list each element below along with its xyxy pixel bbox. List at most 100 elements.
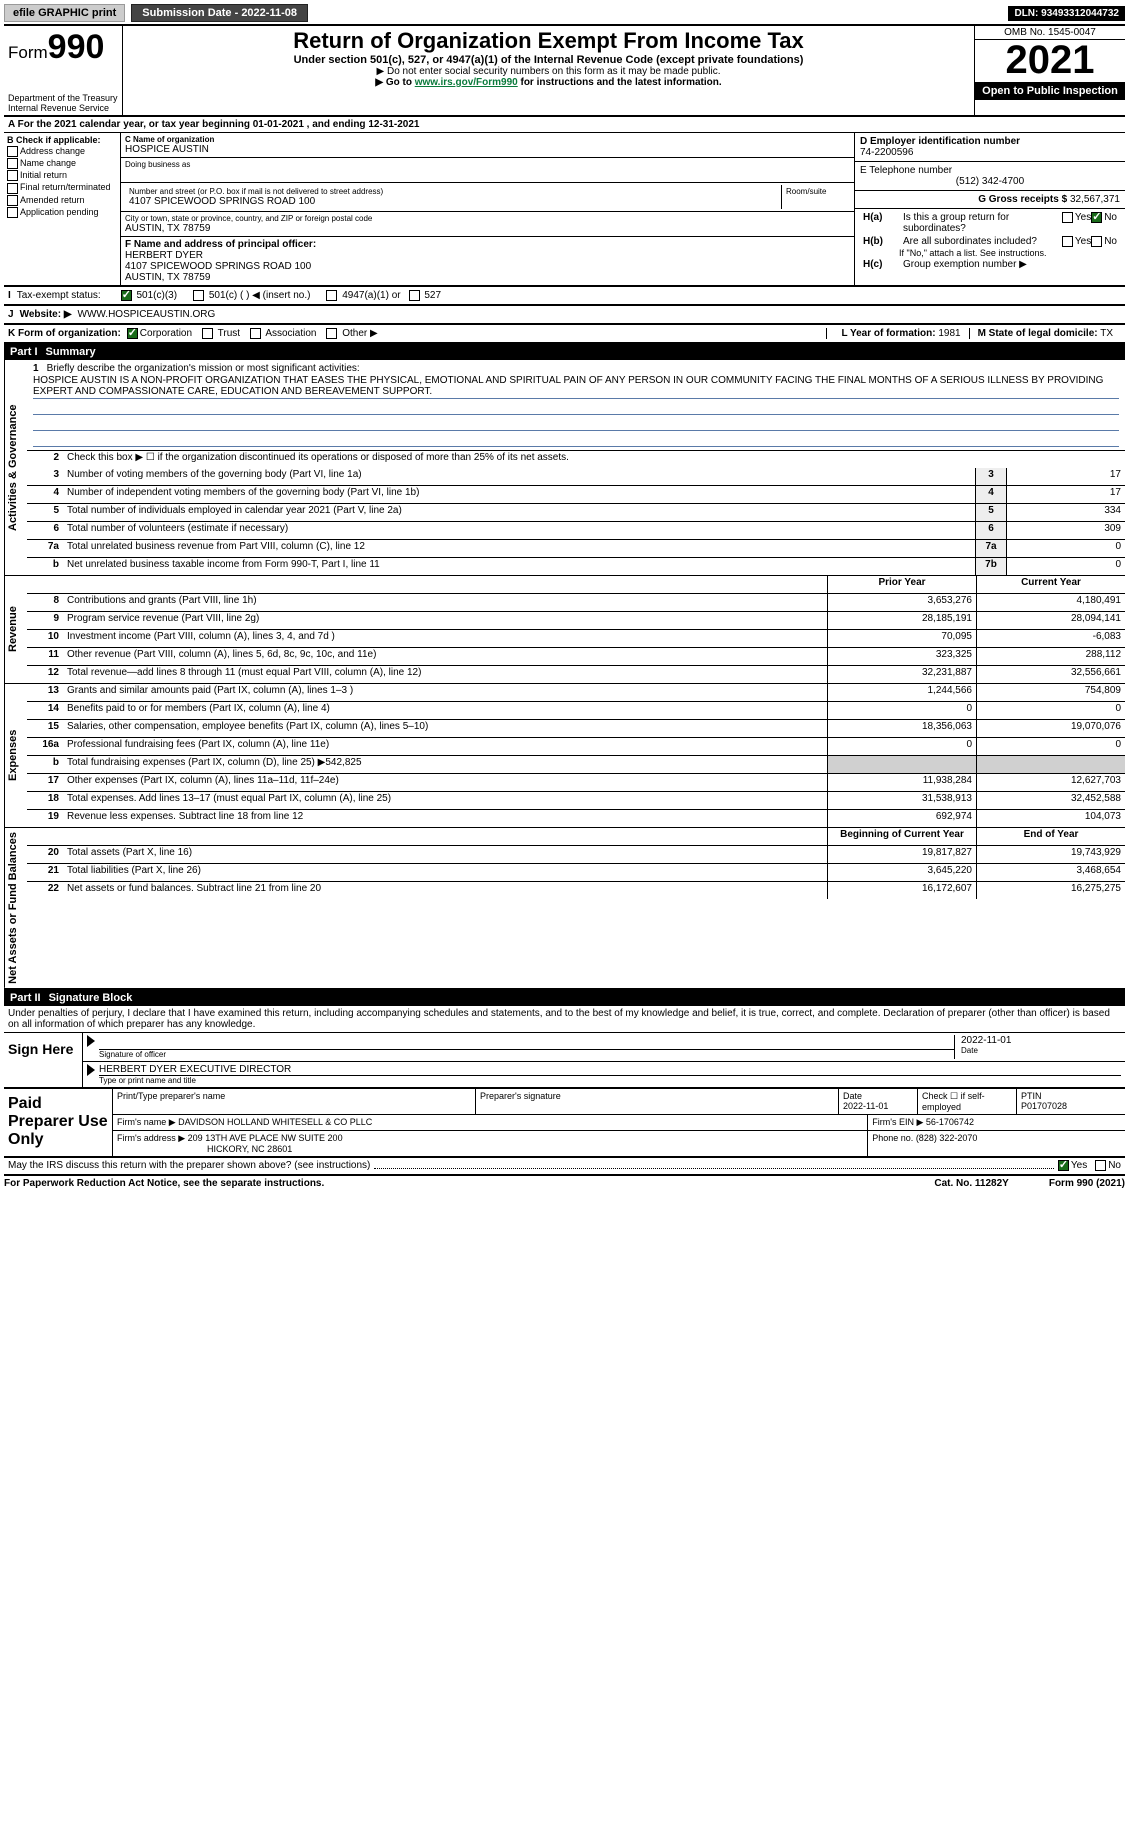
- website-label: Website: ▶: [20, 309, 72, 320]
- line-7b: Net unrelated business taxable income fr…: [63, 558, 975, 575]
- col-begin: Beginning of Current Year: [827, 828, 976, 845]
- val-4: 17: [1006, 486, 1125, 503]
- d-ein-label: D Employer identification number: [860, 136, 1120, 147]
- org-address: 4107 SPICEWOOD SPRINGS ROAD 100: [129, 196, 777, 207]
- self-employed[interactable]: Check ☐ if self-employed: [918, 1089, 1017, 1114]
- p13: 1,244,566: [827, 684, 976, 701]
- g-gross-label: G Gross receipts $: [978, 194, 1067, 205]
- prep-date: 2022-11-01: [843, 1101, 913, 1111]
- line-16a: Professional fundraising fees (Part IX, …: [63, 738, 827, 755]
- discuss-no[interactable]: [1095, 1160, 1106, 1171]
- chk-4947[interactable]: [326, 290, 337, 301]
- c18: 32,452,588: [976, 792, 1125, 809]
- footer-pra: For Paperwork Reduction Act Notice, see …: [4, 1178, 324, 1189]
- chk-amended[interactable]: Amended return: [7, 195, 117, 206]
- firm-name: DAVIDSON HOLLAND WHITESELL & CO PLLC: [178, 1117, 372, 1127]
- sig-date-label: Date: [961, 1046, 1121, 1055]
- city-label: City or town, state or province, country…: [125, 214, 850, 223]
- period-line: A For the 2021 calendar year, or tax yea…: [4, 117, 1125, 133]
- ha-no[interactable]: [1091, 212, 1102, 223]
- line-11: Other revenue (Part VIII, column (A), li…: [63, 648, 827, 665]
- chk-address[interactable]: Address change: [7, 146, 117, 157]
- c11: 288,112: [976, 648, 1125, 665]
- firm-ein: 56-1706742: [926, 1117, 974, 1127]
- p18: 31,538,913: [827, 792, 976, 809]
- line-6: Total number of volunteers (estimate if …: [63, 522, 975, 539]
- dept-treasury: Department of the Treasury Internal Reve…: [8, 67, 118, 113]
- side-netassets: Net Assets or Fund Balances: [4, 828, 27, 988]
- c21: 3,468,654: [976, 864, 1125, 881]
- discuss-yes[interactable]: [1058, 1160, 1069, 1171]
- irs-link[interactable]: www.irs.gov/Form990: [415, 77, 518, 88]
- chk-final[interactable]: Final return/terminated: [7, 182, 117, 193]
- discuss-text: May the IRS discuss this return with the…: [8, 1160, 370, 1172]
- c20: 19,743,929: [976, 846, 1125, 863]
- c13: 754,809: [976, 684, 1125, 701]
- officer-name: HERBERT DYER: [125, 250, 850, 261]
- p20: 19,817,827: [827, 846, 976, 863]
- c8: 4,180,491: [976, 594, 1125, 611]
- c17: 12,627,703: [976, 774, 1125, 791]
- line-2: Check this box ▶ ☐ if the organization d…: [63, 451, 1125, 468]
- val-7b: 0: [1006, 558, 1125, 575]
- chk-other[interactable]: [326, 328, 337, 339]
- hc-text: Group exemption number ▶: [903, 259, 1027, 270]
- footer-cat: Cat. No. 11282Y: [934, 1178, 1008, 1189]
- p10: 70,095: [827, 630, 976, 647]
- line-5: Total number of individuals employed in …: [63, 504, 975, 521]
- p19: 692,974: [827, 810, 976, 827]
- line-15: Salaries, other compensation, employee b…: [63, 720, 827, 737]
- firm-phone: (828) 322-2070: [916, 1133, 978, 1143]
- side-revenue: Revenue: [4, 576, 27, 683]
- chk-name[interactable]: Name change: [7, 158, 117, 169]
- tax-status-label: Tax-exempt status:: [17, 290, 101, 301]
- col-current: Current Year: [976, 576, 1125, 593]
- line-4: Number of independent voting members of …: [63, 486, 975, 503]
- c14: 0: [976, 702, 1125, 719]
- type-name-label: Type or print name and title: [99, 1076, 1121, 1085]
- chk-527[interactable]: [409, 290, 420, 301]
- c12: 32,556,661: [976, 666, 1125, 683]
- chk-initial[interactable]: Initial return: [7, 170, 117, 181]
- line-9: Program service revenue (Part VIII, line…: [63, 612, 827, 629]
- hb-no[interactable]: [1091, 236, 1102, 247]
- side-governance: Activities & Governance: [4, 360, 27, 575]
- hb-yes[interactable]: [1062, 236, 1073, 247]
- chk-assoc[interactable]: [250, 328, 261, 339]
- val-6: 309: [1006, 522, 1125, 539]
- p15: 18,356,063: [827, 720, 976, 737]
- sig-date-val: 2022-11-01: [961, 1035, 1121, 1046]
- footer-form: Form 990 (2021): [1049, 1178, 1125, 1189]
- chk-501c[interactable]: [193, 290, 204, 301]
- line-3: Number of voting members of the governin…: [63, 468, 975, 485]
- arrow-icon-2: [87, 1064, 95, 1076]
- hb-note: If "No," attach a list. See instructions…: [859, 248, 1121, 258]
- mission-label: Briefly describe the organization's miss…: [47, 363, 360, 374]
- ha-yes[interactable]: [1062, 212, 1073, 223]
- form-number-cell: Form990 Department of the Treasury Inter…: [4, 26, 123, 115]
- chk-corp[interactable]: [127, 328, 138, 339]
- part-2-label: Part II: [10, 992, 49, 1004]
- p17: 11,938,284: [827, 774, 976, 791]
- line-22: Net assets or fund balances. Subtract li…: [63, 882, 827, 899]
- open-to-public: Open to Public Inspection: [975, 82, 1125, 100]
- efile-badge: efile GRAPHIC print: [4, 4, 125, 22]
- room-label: Room/suite: [786, 187, 846, 196]
- dln-number: DLN: 93493312044732: [1008, 6, 1125, 21]
- val-3: 17: [1006, 468, 1125, 485]
- c15: 19,070,076: [976, 720, 1125, 737]
- form-title: Return of Organization Exempt From Incom…: [129, 28, 968, 54]
- chk-501c3[interactable]: [121, 290, 132, 301]
- firm-addr: 209 13TH AVE PLACE NW SUITE 200: [188, 1133, 343, 1143]
- c22: 16,275,275: [976, 882, 1125, 899]
- dba-label: Doing business as: [125, 160, 850, 169]
- line-21: Total liabilities (Part X, line 26): [63, 864, 827, 881]
- part-1-title: Summary: [46, 346, 96, 358]
- chk-trust[interactable]: [202, 328, 213, 339]
- ptin: P01707028: [1021, 1101, 1121, 1111]
- chk-pending[interactable]: Application pending: [7, 207, 117, 218]
- p12: 32,231,887: [827, 666, 976, 683]
- phone-value: (512) 342-4700: [860, 176, 1120, 187]
- line-13: Grants and similar amounts paid (Part IX…: [63, 684, 827, 701]
- p21: 3,645,220: [827, 864, 976, 881]
